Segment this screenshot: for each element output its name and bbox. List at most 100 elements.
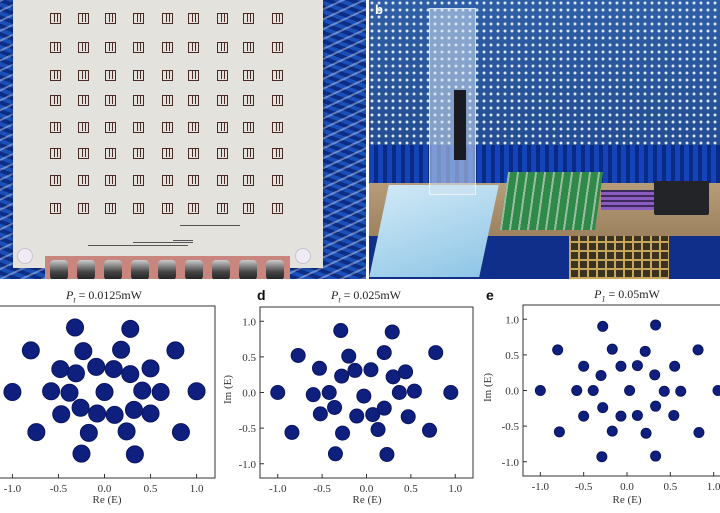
constellation-point-c (66, 318, 85, 337)
unit-cell (78, 13, 89, 24)
trace (180, 225, 240, 226)
constellation-point-d (334, 368, 350, 384)
metasurface-photo (0, 0, 366, 279)
constellation-point-e (587, 385, 599, 396)
constellation-point-e (649, 369, 661, 381)
plot-frame-e (522, 304, 720, 477)
title-subscript: 1 (601, 294, 606, 304)
unit-cell (188, 122, 199, 133)
x-tick-label-c: 0.5 (144, 483, 158, 495)
ribbon-cables (601, 190, 656, 210)
constellation-point-e (597, 402, 609, 414)
unit-cell (162, 70, 173, 81)
constellation-point-d (305, 387, 321, 403)
unit-cell (272, 13, 283, 24)
constellation-point-c (117, 422, 136, 441)
title-subscript: t (338, 295, 341, 305)
x-tick-label-d: 1.0 (448, 483, 462, 495)
screw (295, 248, 311, 264)
unit-cell (78, 203, 89, 214)
constellation-point-d (422, 422, 438, 438)
constellation-point-c (121, 365, 140, 384)
constellation-point-c (3, 383, 22, 401)
constellation-point-c (141, 359, 160, 378)
unit-cell (162, 42, 173, 53)
unit-cell (133, 13, 144, 24)
constellation-point-e (650, 319, 662, 331)
constellation-point-e (597, 320, 609, 332)
title-variable: P (594, 287, 602, 301)
unit-cell (217, 70, 228, 81)
y-tick-label-d: -0.5 (239, 423, 257, 435)
unit-cell (105, 203, 116, 214)
constellation-point-e (571, 385, 583, 396)
x-tick-label-c: -0.5 (50, 483, 68, 495)
constellation-point-c (42, 382, 61, 401)
absorber-wall (369, 0, 720, 150)
unit-cell (78, 95, 89, 106)
x-tick-label-e: -1.0 (532, 481, 550, 493)
x-tick-label-c: 1.0 (190, 483, 204, 495)
unit-cell (50, 122, 61, 133)
constellation-point-c (125, 445, 144, 464)
unit-cell (78, 70, 89, 81)
unit-cell (78, 42, 89, 53)
x-tick-label-d: -0.5 (313, 483, 331, 495)
constellation-point-e (693, 427, 705, 439)
unit-cell (217, 175, 228, 186)
unit-cell (243, 203, 254, 214)
y-tick-label-e: -0.5 (502, 421, 520, 433)
unit-cell (105, 13, 116, 24)
constellation-point-c (151, 383, 170, 401)
panel-label-d: d (257, 287, 266, 303)
constellation-point-e (640, 427, 652, 439)
constellation-point-e (631, 360, 643, 372)
sma-connector (239, 260, 257, 279)
title-variable: P (65, 288, 74, 302)
unit-cell (105, 175, 116, 186)
constellation-point-e (675, 385, 687, 397)
constellation-point-e (615, 360, 627, 372)
floor-grate (569, 236, 669, 279)
unit-cell (217, 95, 228, 106)
constellation-point-c (166, 341, 185, 360)
unit-cell (50, 148, 61, 159)
constellation-point-c (95, 383, 114, 401)
unit-cell (272, 42, 283, 53)
y-tick-label-e: 0.5 (505, 350, 519, 362)
unit-cell (217, 13, 228, 24)
unit-cell (188, 42, 199, 53)
constellation-point-e (658, 385, 670, 397)
trace (88, 245, 188, 246)
constellation-point-e (624, 385, 636, 396)
y-tick-label-d: 0.0 (242, 388, 256, 400)
constellation-point-e (606, 343, 618, 355)
trace (173, 240, 193, 241)
unit-cell (272, 175, 283, 186)
constellation-point-c (27, 423, 46, 442)
constellation-point-e (615, 410, 627, 422)
x-tick-label-d: 0.5 (404, 483, 418, 495)
constellation-point-e (606, 425, 618, 437)
unit-cell (272, 148, 283, 159)
constellation-point-e (692, 344, 704, 356)
unit-cell (133, 175, 144, 186)
unit-cell (243, 175, 254, 186)
unit-cell (50, 175, 61, 186)
y-tick-label-e: -1.0 (502, 457, 520, 469)
controller-box (654, 181, 709, 215)
constellation-point-d (312, 406, 328, 422)
unit-cell (243, 148, 254, 159)
constellation-point-c (133, 381, 152, 400)
unit-cell (217, 148, 228, 159)
constellation-point-d (327, 399, 343, 415)
constellation-point-c (171, 423, 190, 442)
unit-cell (188, 13, 199, 24)
trace (133, 242, 193, 243)
x-tick-label-c: 0.0 (98, 483, 112, 495)
constellation-point-c (71, 398, 90, 417)
unit-cell (133, 203, 144, 214)
unit-cell (162, 122, 173, 133)
sma-connector (104, 260, 122, 279)
constellation-point-d (270, 385, 286, 400)
